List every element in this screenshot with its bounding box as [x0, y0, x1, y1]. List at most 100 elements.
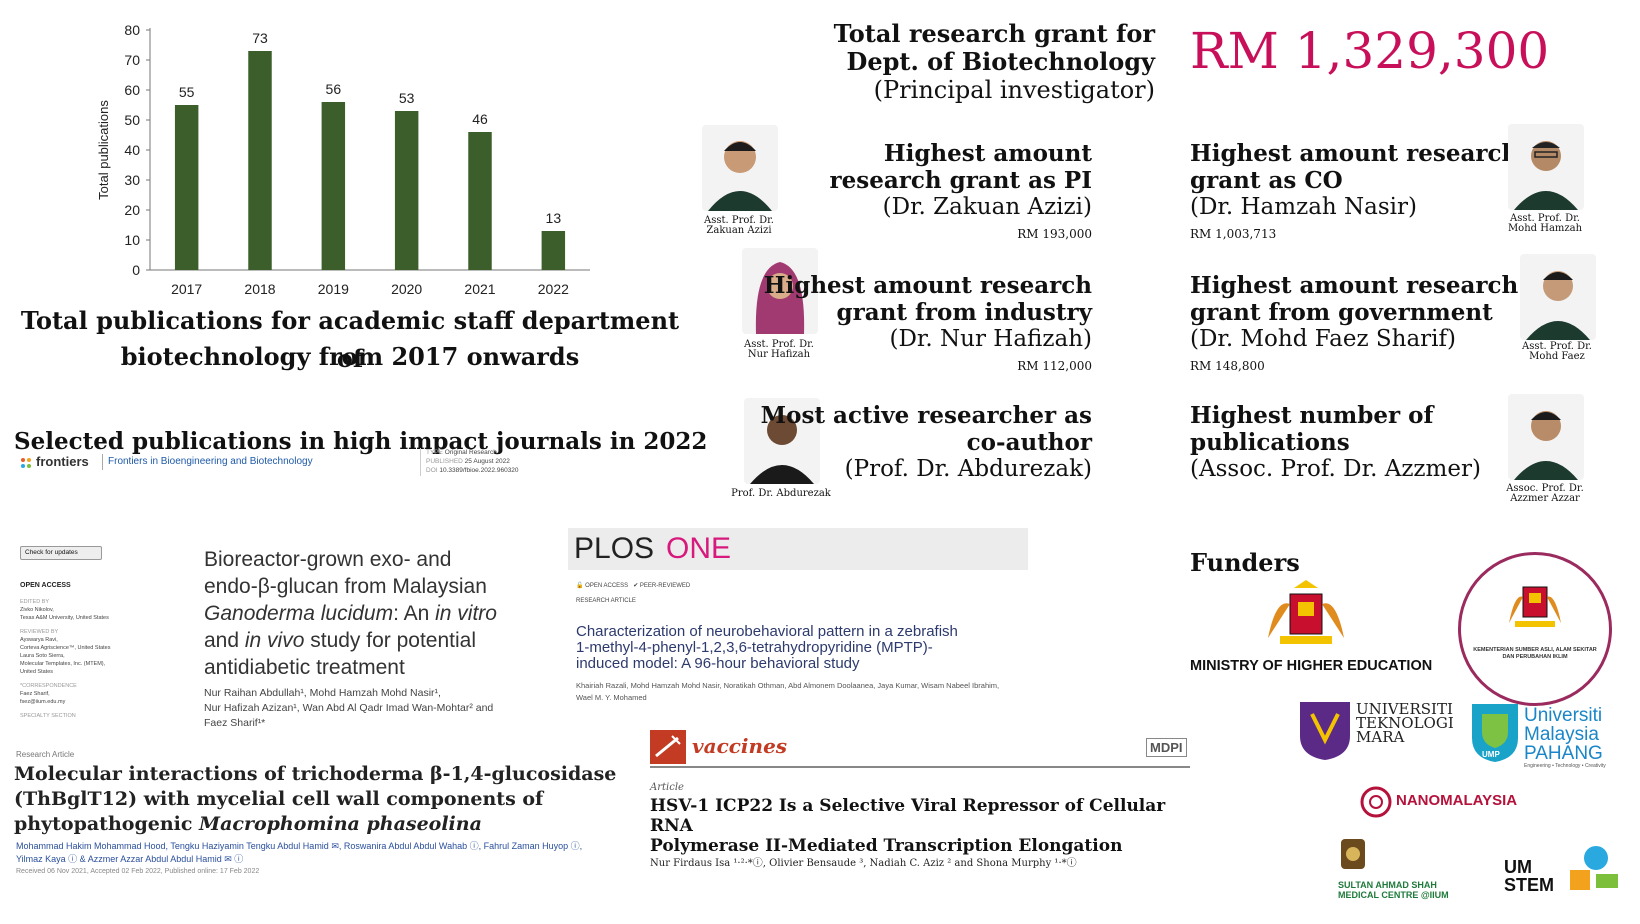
y-tick-label: 80	[124, 22, 140, 38]
award-person: (Prof. Dr. Abdurezak)	[844, 456, 1092, 482]
doi-value[interactable]: 10.3389/fbioe.2022.960320	[439, 467, 519, 474]
selected-publications-heading: Selected publications in high impact jou…	[14, 428, 708, 455]
title-line: antidiabetic treatment	[204, 656, 405, 679]
award-person: (Dr. Mohd Faez Sharif)	[1190, 326, 1457, 352]
authors-line[interactable]: Yilmaz Kaya ⓘ & Azzmer Azzar Abdul Abdul…	[16, 854, 244, 864]
y-tick-label: 40	[124, 142, 140, 158]
plos-header: PLOS ONE	[568, 528, 1028, 570]
frontiers-journal: Frontiers in Bioengineering and Biotechn…	[108, 456, 313, 467]
title-text: : An	[393, 602, 436, 625]
type-label: TYPE	[426, 449, 443, 456]
sash-label: SULTAN AHMAD SHAH MEDICAL CENTRE @IIUM	[1338, 880, 1449, 900]
award-amount: RM 112,000	[1017, 359, 1092, 373]
uitm-label-line: TEKNOLOGI	[1356, 714, 1454, 732]
divider	[650, 766, 1190, 768]
title-italic: Macrophomina phaseolina	[199, 813, 482, 835]
title-italic: in vivo	[244, 629, 305, 652]
reviewer-line: Corteva Agriscience™, United States	[20, 645, 111, 651]
award-title: Highest amount research	[1190, 272, 1519, 299]
caption-line: Nur Hafizah	[747, 349, 811, 360]
publications-bar-chart: 0 10 20 30 40 50 60 70 80 Total publications 55 201…	[96, 22, 590, 297]
y-axis-label: Total publications	[96, 100, 111, 200]
vaccines-article: vaccines MDPI Article HSV-1 ICP22 Is a S…	[650, 730, 1190, 880]
x-tick-label: 2018	[244, 281, 275, 297]
vaccines-logo-icon	[650, 730, 686, 764]
award-title: Highest number of	[1190, 402, 1434, 429]
frontiers-title: Bioreactor-grown exo- and endo-β-glucan …	[204, 546, 564, 681]
y-tick-label: 50	[124, 112, 140, 128]
title-italic: Ganoderma lucidum	[204, 602, 394, 625]
title-text: and	[204, 629, 245, 652]
umstem-label: UM STEM	[1504, 858, 1554, 894]
article-kind: RESEARCH ARTICLE	[576, 598, 636, 604]
correspondence-label: *CORRESPONDENCE	[20, 683, 77, 689]
y-tick-label: 20	[124, 202, 140, 218]
caption-line: Azzmer Azzar	[1510, 493, 1580, 504]
correspondence-email[interactable]: fsez@iium.edu.my	[20, 699, 66, 705]
award-title: Highest amount research	[1190, 140, 1519, 167]
ump-label-line: Universiti	[1524, 705, 1603, 726]
authors-line[interactable]: Mohammad Hakim Mohammad Hood, Tengku Haz…	[16, 841, 583, 851]
published-label: PUBLISHED	[426, 458, 463, 465]
trichoderma-title: Molecular interactions of trichoderma β-…	[14, 762, 634, 837]
title-italic: in vitro	[435, 602, 497, 625]
bar	[248, 51, 272, 270]
frontiers-logo-icon	[20, 456, 34, 470]
award-title: grant from government	[1190, 299, 1493, 326]
published-value: 25 August 2022	[464, 458, 510, 465]
award-title: co-author	[966, 429, 1092, 456]
award-amount: RM 148,800	[1190, 359, 1265, 373]
total-grant-title: Total research grant for Dept. of Biotec…	[760, 19, 1155, 105]
award-title: grant as CO	[1190, 167, 1343, 194]
frontiers-article: Check for updates OPEN ACCESS EDITED BY …	[14, 540, 574, 745]
caption-line: Mohd Faez	[1529, 351, 1585, 362]
award-title: grant from industry	[836, 299, 1092, 326]
award-industry: Highest amount research grant from indus…	[672, 272, 1092, 373]
nanomalaysia-label: NANOMALAYSIA	[1396, 792, 1518, 809]
bar-value-label: 55	[179, 84, 195, 100]
mdpi-logo: MDPI	[1146, 738, 1187, 757]
frontiers-brand: frontiers	[36, 454, 89, 469]
divider	[102, 454, 103, 470]
open-access-label: OPEN ACCESS	[20, 582, 71, 589]
title-line: 1-methyl-4-phenyl-1,2,3,6-tetrahydropyri…	[576, 639, 933, 656]
title-text: phytopathogenic	[14, 813, 200, 835]
award-co: Highest amount research grant as CO (Dr.…	[1190, 140, 1530, 241]
title-line: and in vivo study for potential	[204, 627, 564, 654]
title-line: phytopathogenic Macrophomina phaseolina	[14, 812, 634, 837]
award-title: Most active researcher as	[760, 402, 1092, 429]
frontiers-authors: Nur Raihan Abdullah¹, Mohd Hamzah Mohd N…	[204, 686, 574, 731]
article-kind: Article	[650, 782, 684, 793]
photo-caption: Asst. Prof. Dr. Zakuan Azizi	[684, 216, 794, 236]
trichoderma-authors: Mohammad Hakim Mohammad Hood, Tengku Haz…	[16, 840, 636, 866]
caption-line: Asst. Prof. Dr.	[704, 215, 774, 226]
bar-value-label: 53	[399, 90, 415, 106]
divider	[420, 448, 421, 476]
ump-tagline: Engineering • Technology • Creativity	[1524, 763, 1606, 769]
check-updates-button[interactable]: Check for updates	[20, 546, 102, 560]
bar	[394, 111, 419, 270]
title-line: induced model: A 96-hour behavioral stud…	[576, 655, 860, 672]
title-line: HSV-1 ICP22 Is a Selective Viral Repress…	[650, 796, 1166, 836]
y-tick-label: 30	[124, 172, 140, 188]
grant-title-line: (Principal investigator)	[873, 76, 1155, 104]
title-text: study for potential	[304, 629, 477, 652]
authors-line: Khairiah Razali, Mohd Hamzah Mohd Nasir,…	[576, 681, 1000, 690]
award-coauthor: Most active researcher as co-author (Pro…	[672, 402, 1092, 483]
title-line: Characterization of neurobehavioral patt…	[576, 623, 958, 640]
award-amount: RM 193,000	[1017, 227, 1092, 241]
photo-caption: Assoc. Prof. Dr. Azzmer Azzar	[1490, 484, 1600, 504]
caption-line: Mohd Hamzah	[1507, 223, 1583, 234]
vaccines-title: HSV-1 ICP22 Is a Selective Viral Repress…	[650, 796, 1210, 856]
photo-caption: Asst. Prof. Dr. Nur Hafizah	[724, 340, 834, 360]
title-line: Molecular interactions of trichoderma β-…	[14, 763, 617, 785]
avatar	[744, 398, 820, 484]
malaysia-coat-of-arms-icon	[1258, 578, 1354, 654]
y-tick-label: 70	[124, 52, 140, 68]
grant-title-line: Total research grant for	[833, 19, 1155, 48]
frontiers-sidebar: EDITED BY Zivko Nikolov, Texas A&M Unive…	[20, 598, 170, 720]
bar	[321, 102, 346, 270]
sash-label-line: SULTAN AHMAD SHAH	[1338, 880, 1437, 890]
y-tick-label: 60	[124, 82, 140, 98]
award-person: (Dr. Zakuan Azizi)	[882, 194, 1092, 220]
